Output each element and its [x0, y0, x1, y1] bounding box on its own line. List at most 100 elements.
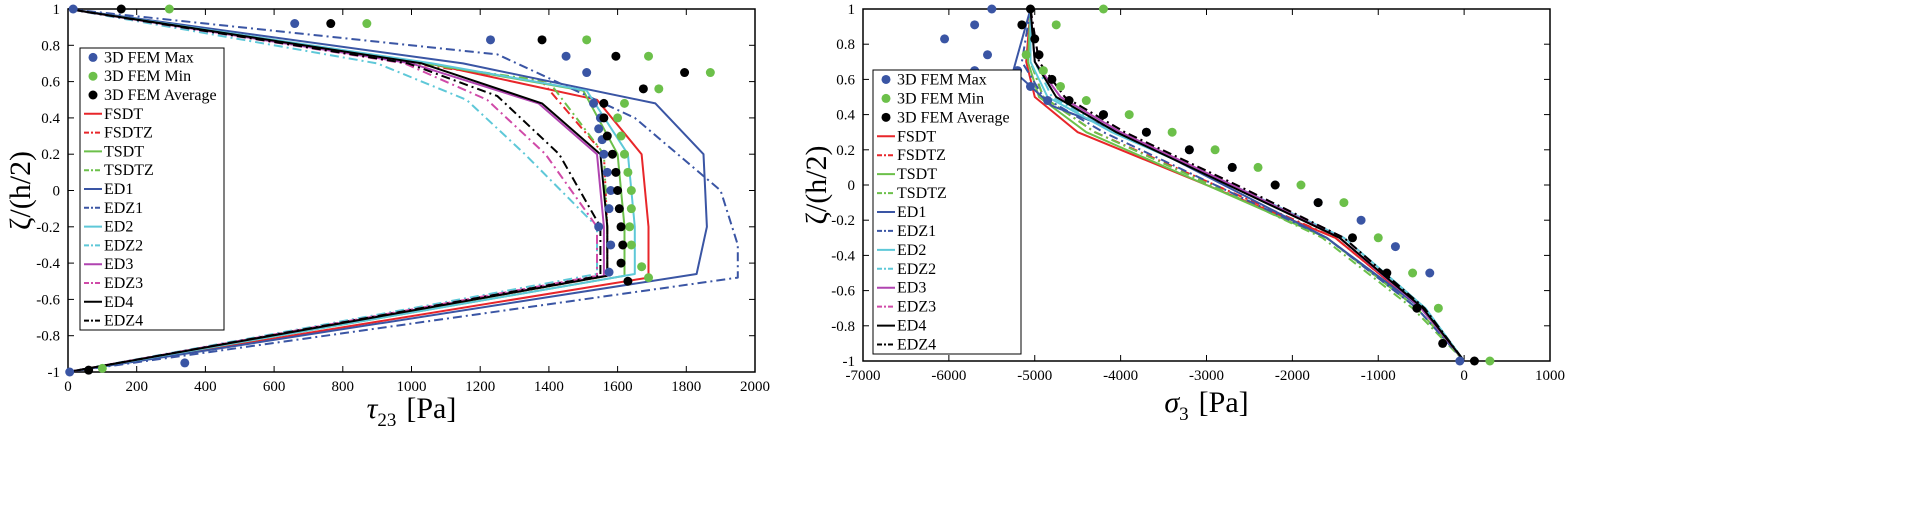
series-line-edz4: [68, 8, 602, 373]
legend-label-edz3: EDZ3: [897, 299, 936, 316]
legend-box: [872, 69, 1022, 355]
point-3d-fem-max: [1025, 81, 1035, 91]
x-axis-unit: [Pa]: [406, 392, 456, 425]
point-3d-fem-max: [604, 204, 614, 214]
y-tick-label: -0.6: [831, 284, 855, 300]
point-3d-fem-max: [604, 267, 614, 277]
x-tick-label: -6000: [931, 368, 966, 384]
point-3d-fem-max: [606, 186, 616, 195]
legend-marker-3d-fem-min: [881, 93, 891, 103]
legend-label-fsdt: FSDT: [104, 106, 143, 123]
legend-label-edz4: EDZ4: [104, 313, 143, 330]
x-tick-label: 600: [263, 379, 286, 395]
legend: 3D FEM Max 3D FEM Min 3D FEM Average FSDT FS…: [872, 69, 1022, 355]
point-3d-fem-average: [1034, 50, 1044, 60]
point-3d-fem-min: [1038, 66, 1048, 76]
legend-label-fsdtz: FSDTZ: [897, 147, 946, 164]
point-3d-fem-max: [940, 34, 950, 44]
point-3d-fem-average: [599, 98, 609, 108]
legend-label-ed4: ED4: [104, 294, 133, 311]
y-tick-label: 0.4: [836, 108, 855, 124]
x-axis-subscript: 3: [1179, 404, 1189, 425]
point-3d-fem-average: [116, 4, 126, 14]
point-3d-fem-min: [1210, 145, 1220, 155]
point-3d-fem-max: [290, 19, 300, 29]
point-3d-fem-min: [1296, 180, 1306, 190]
point-3d-fem-min: [705, 68, 715, 78]
legend-label-fsdt: FSDT: [897, 128, 936, 145]
point-3d-fem-min: [1021, 50, 1031, 60]
chart-sigma3: -7000 -6000 -5000 -4000 -3000 -2000 -1000 0 1000…: [800, 2, 1565, 425]
legend-label-edz4: EDZ4: [897, 337, 936, 354]
point-3d-fem-min: [1081, 96, 1091, 106]
point-3d-fem-min: [1124, 110, 1134, 120]
point-3d-fem-min: [164, 4, 174, 14]
series-line-tsdt: [1026, 8, 1465, 362]
point-3d-fem-min: [1339, 198, 1349, 208]
legend-label-3d-fem-max: 3D FEM Max: [104, 49, 194, 66]
x-tick-label: 400: [194, 379, 217, 395]
legend-label-ed4: ED4: [897, 318, 926, 335]
x-tick-label: -2000: [1275, 368, 1310, 384]
y-tick-label: 0.6: [836, 72, 855, 88]
legend-marker-3d-fem-max: [88, 52, 98, 62]
point-3d-fem-average: [1347, 233, 1357, 243]
x-axis-label: τ23 [Pa]: [367, 392, 457, 431]
y-tick-label: 0.2: [836, 143, 855, 159]
y-tick-label: -0.6: [36, 292, 60, 308]
point-3d-fem-min: [582, 35, 592, 45]
legend-marker-3d-fem-average: [88, 90, 98, 100]
legend-label-3d-fem-average: 3D FEM Average: [897, 109, 1010, 126]
point-3d-fem-min: [619, 98, 629, 108]
point-3d-fem-min: [625, 222, 635, 232]
y-tick-label: -0.8: [831, 319, 855, 335]
legend-label-edz1: EDZ1: [104, 200, 143, 217]
legend-label-ed3: ED3: [104, 256, 133, 273]
series-line-edz1: [1020, 8, 1465, 362]
y-tick-label: -1: [843, 354, 856, 370]
y-tick-label: -1: [48, 365, 61, 381]
point-3d-fem-max: [68, 4, 78, 14]
y-tick-label: 0: [53, 184, 61, 200]
legend-box: [79, 47, 225, 331]
point-3d-fem-min: [616, 131, 626, 141]
y-tick-label: -0.2: [831, 213, 855, 229]
x-tick-label: -1000: [1361, 368, 1396, 384]
point-3d-fem-min: [637, 262, 647, 272]
point-3d-fem-max: [594, 222, 604, 232]
point-3d-fem-min: [1167, 127, 1177, 137]
point-3d-fem-min: [644, 273, 654, 283]
legend-label-3d-fem-min: 3D FEM Min: [897, 90, 984, 107]
point-3d-fem-min: [1373, 233, 1383, 243]
point-3d-fem-max: [599, 149, 609, 159]
legend-label-edz1: EDZ1: [897, 223, 936, 240]
point-3d-fem-average: [1184, 145, 1194, 155]
point-3d-fem-min: [1408, 268, 1418, 278]
legend-label-3d-fem-max: 3D FEM Max: [897, 71, 987, 88]
legend-label-ed1: ED1: [104, 181, 133, 198]
point-3d-fem-average: [1382, 268, 1392, 278]
point-3d-fem-min: [1051, 20, 1061, 30]
point-3d-fem-average: [1017, 20, 1027, 30]
legend-label-tsdtz: TSDTZ: [897, 185, 947, 202]
chart-tau23: 0 200 400 600 800 1000 1200 1400 1600 1800 2000 1 0.…: [4, 2, 770, 431]
point-3d-fem-average: [623, 276, 633, 286]
point-3d-fem-max: [1043, 96, 1053, 106]
x-tick-label: 1800: [671, 379, 701, 395]
y-axis-label: ζ/(h/2): [800, 145, 833, 224]
y-tick-label: 1: [848, 2, 856, 18]
legend-label-tsdt: TSDT: [897, 166, 937, 183]
y-tick-label: 0.6: [41, 75, 60, 91]
point-3d-fem-min: [1253, 162, 1263, 172]
legend-label-tsdt: TSDT: [104, 143, 144, 160]
point-3d-fem-min: [626, 240, 636, 250]
point-3d-fem-average: [326, 19, 336, 29]
point-3d-fem-min: [613, 113, 623, 123]
point-3d-fem-average: [611, 51, 621, 61]
point-3d-fem-average: [1141, 127, 1151, 137]
series-line-ed4: [1029, 8, 1465, 362]
point-3d-fem-average: [1313, 198, 1323, 208]
point-3d-fem-min: [1098, 4, 1108, 14]
point-3d-fem-max: [582, 68, 592, 78]
point-3d-fem-average: [680, 68, 690, 78]
